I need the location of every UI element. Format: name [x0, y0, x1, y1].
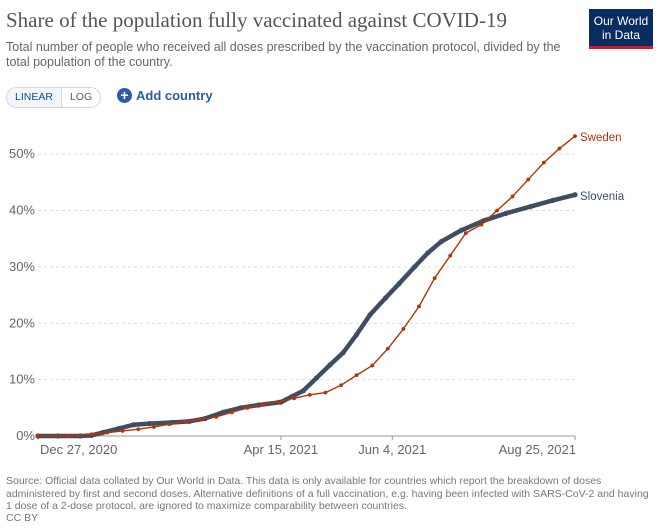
slovenia-series-line — [35, 192, 578, 439]
x-tick-label: Aug 25, 2021 — [499, 442, 576, 457]
slovenia-data-point — [438, 238, 444, 245]
sweden-series-line — [37, 135, 576, 437]
slovenia-data-point — [503, 210, 509, 216]
sweden-data-point — [526, 177, 531, 182]
logo-line-1: Our World — [593, 14, 649, 28]
sweden-data-point — [432, 276, 437, 281]
sweden-data-point — [167, 422, 172, 427]
sweden-data-point — [339, 383, 343, 388]
slovenia-data-point — [572, 192, 578, 198]
slovenia-series-label: Slovenia — [580, 191, 625, 203]
sweden-data-point — [510, 194, 515, 199]
slovenia-data-point — [550, 197, 556, 203]
y-tick-label: 30% — [9, 259, 35, 274]
sweden-series-label: Sweden — [580, 132, 622, 144]
sweden-data-point — [261, 402, 265, 407]
slovenia-data-point — [77, 433, 83, 439]
sweden-data-point — [370, 363, 375, 368]
sweden-data-point — [573, 134, 577, 139]
y-tick-label: 40% — [9, 203, 35, 218]
slovenia-data-point — [354, 331, 360, 338]
sweden-data-point — [67, 434, 72, 438]
sweden-data-point — [105, 430, 109, 435]
owid-logo[interactable]: Our World in Data — [589, 9, 653, 49]
sweden-data-point — [229, 410, 234, 415]
x-tick-label: Apr 15, 2021 — [244, 442, 318, 457]
log-scale-button[interactable]: LOG — [69, 91, 93, 103]
sweden-data-point — [448, 253, 453, 258]
sweden-data-point — [401, 327, 406, 331]
sweden-data-point — [323, 390, 328, 395]
slovenia-data-point — [367, 312, 373, 318]
sweden-data-point — [276, 399, 281, 404]
y-tick-label: 0% — [16, 428, 35, 443]
chart-subtitle: Total number of people who received all … — [6, 40, 561, 69]
slovenia-data-point — [425, 250, 431, 256]
x-tick-label: Dec 27, 2020 — [40, 442, 117, 457]
sweden-data-point — [557, 146, 562, 151]
sweden-data-point — [541, 160, 546, 165]
sweden-data-point — [417, 304, 421, 309]
sweden-data-point — [479, 222, 484, 227]
line-chart: 0% 10% 20% 30% 40% 50% Dec 27, 2020 Apr 15, 202… — [9, 132, 625, 457]
slovenia-data-point — [327, 362, 333, 368]
sweden-data-point — [89, 432, 94, 437]
add-country-label: Add country — [136, 88, 213, 103]
y-tick-label: 50% — [9, 146, 35, 161]
x-tick-label: Jun 4, 2021 — [358, 442, 426, 457]
sweden-data-point — [120, 429, 125, 433]
y-tick-label: 10% — [9, 372, 35, 387]
slovenia-data-point — [527, 204, 534, 210]
slovenia-data-point — [411, 264, 418, 270]
slovenia-data-point — [300, 388, 306, 394]
sweden-data-point — [245, 405, 250, 410]
sweden-data-point — [354, 373, 359, 378]
sweden-data-point — [151, 425, 156, 429]
slovenia-data-point — [313, 375, 320, 381]
sweden-data-point — [136, 427, 141, 432]
y-tick-label: 20% — [9, 315, 35, 330]
plus-circle-icon: + — [117, 88, 132, 103]
sweden-data-point — [214, 414, 219, 419]
license-label: CC BY — [6, 512, 39, 524]
sweden-data-point — [463, 231, 468, 235]
sweden-data-point — [198, 417, 203, 421]
sweden-data-point — [495, 208, 499, 213]
source-note: Source: Official data collated by Our Wo… — [6, 475, 649, 512]
add-country-button[interactable]: + Add country — [117, 88, 213, 103]
sweden-data-point — [307, 392, 312, 397]
logo-line-2: in Data — [601, 28, 641, 42]
slovenia-data-point — [396, 281, 402, 287]
chart-title: Share of the population fully vaccinated… — [6, 8, 507, 32]
sweden-data-point — [292, 396, 297, 401]
slovenia-data-point — [115, 426, 121, 432]
slovenia-data-point — [340, 349, 346, 356]
sweden-data-point — [385, 346, 390, 351]
sweden-data-point — [36, 434, 40, 438]
sweden-data-point — [183, 419, 187, 424]
slovenia-data-point — [131, 422, 137, 428]
slovenia-data-point — [458, 227, 464, 233]
slovenia-data-point — [220, 409, 226, 415]
scale-toggle: LINEAR LOG — [6, 87, 102, 108]
slovenia-data-point — [383, 295, 389, 301]
linear-scale-button[interactable]: LINEAR — [7, 88, 62, 107]
slovenia-data-point — [146, 421, 153, 427]
